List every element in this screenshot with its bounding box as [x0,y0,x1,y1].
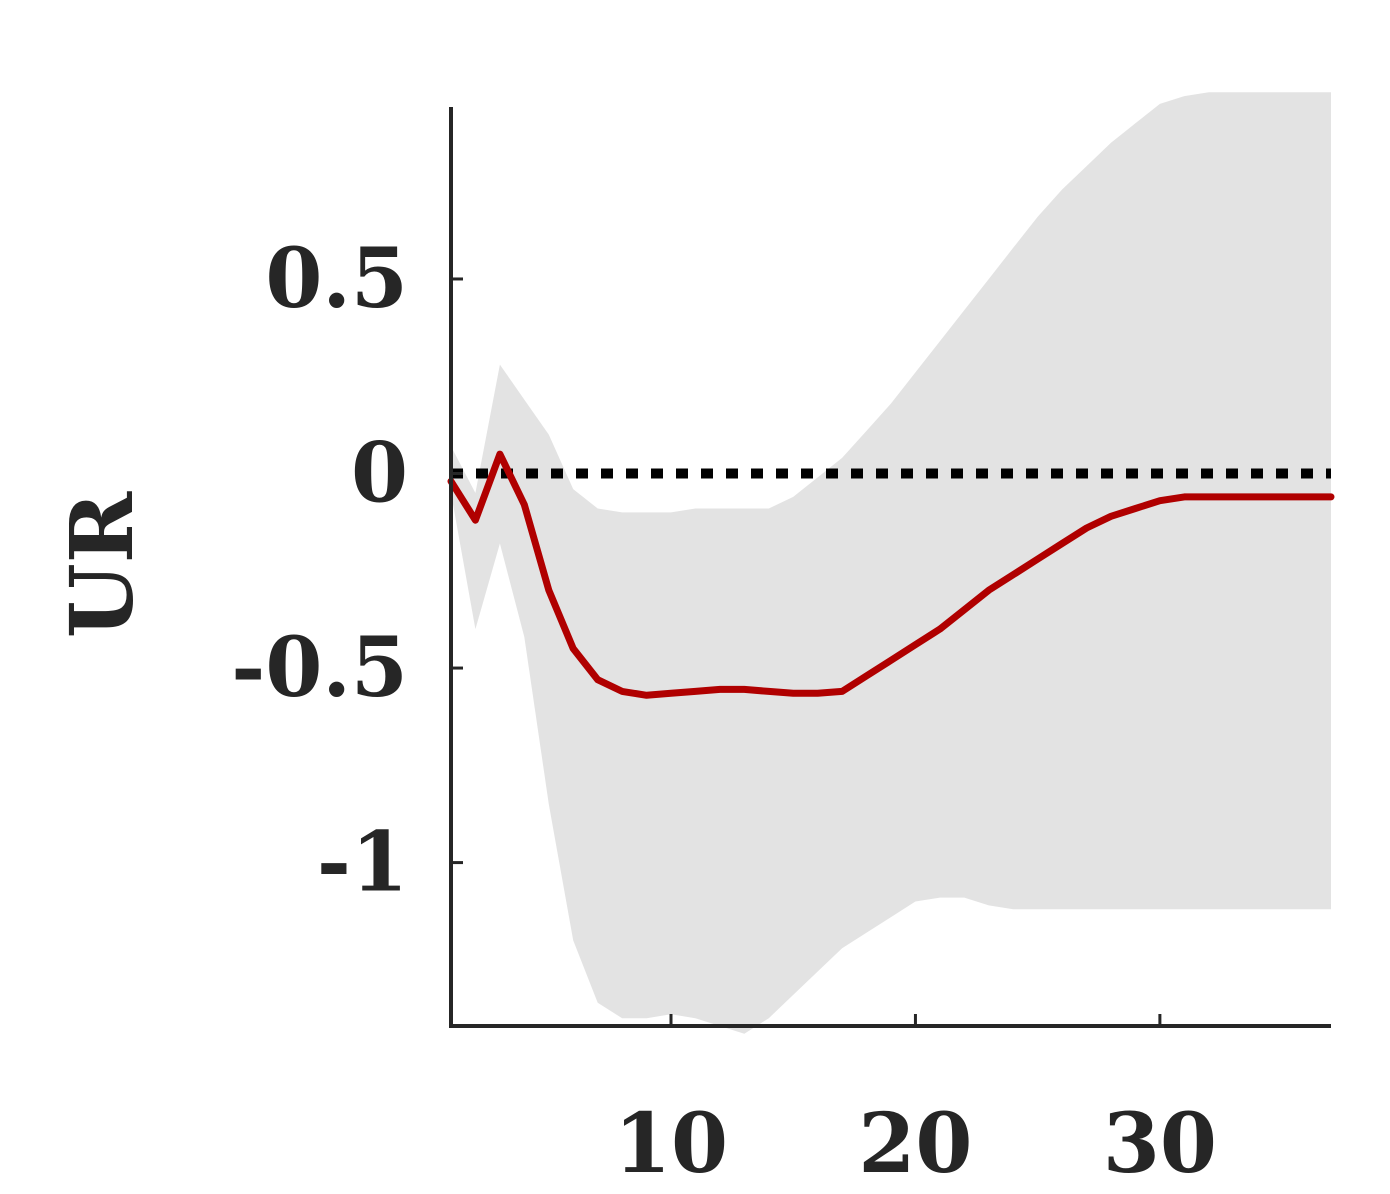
confidence-band [451,92,1331,1034]
y-tick-label: -1 [317,815,408,911]
confidence-band-layer [451,92,1331,1034]
median-response-line [447,450,1335,699]
median-line-layer [447,450,1335,699]
x-ticks-layer: 10 20 30 [614,1014,1217,1192]
y-ticks-layer: 0.5 0 -0.5 -1 [231,231,463,911]
y-axis-title: UR [52,491,153,638]
y-tick-label: -0.5 [231,620,408,716]
y-tick-label: 0.5 [265,231,408,327]
y-tick-label: 0 [351,426,408,522]
axes-layer [449,107,1331,1028]
x-tick-label: 30 [1103,1096,1217,1192]
x-tick-label: 20 [858,1096,972,1192]
x-tick-label: 10 [614,1096,728,1192]
